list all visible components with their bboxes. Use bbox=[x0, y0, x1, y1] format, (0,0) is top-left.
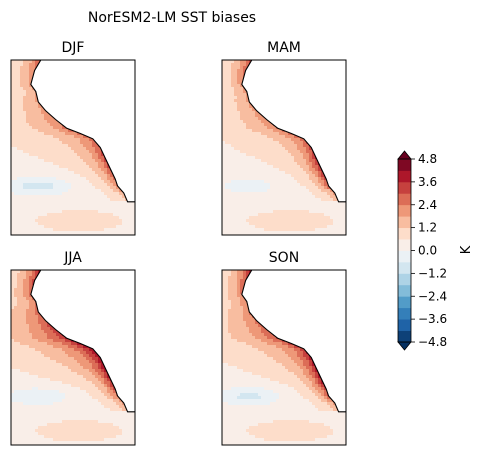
colorbar-level bbox=[398, 307, 411, 320]
colorbar-tick-label: 2.4 bbox=[418, 198, 437, 212]
colorbar-level bbox=[398, 239, 411, 251]
colorbar-tick-label: 4.8 bbox=[418, 152, 437, 166]
colorbar-tick-label: −3.6 bbox=[418, 312, 447, 326]
colorbar-tick-label: 1.2 bbox=[418, 221, 437, 235]
colorbar-level bbox=[398, 216, 411, 229]
bias-field bbox=[222, 60, 346, 235]
colorbar-level bbox=[398, 159, 411, 171]
colorbar: −4.8 −3.6 −2.4 −1.2 0.0 1.2 2.4 3.6 4.8 K bbox=[397, 150, 474, 351]
land-mask bbox=[30, 60, 135, 202]
colorbar-level bbox=[398, 330, 411, 343]
colorbar-label: K bbox=[459, 245, 474, 254]
figure-title: NorESM2-LM SST biases bbox=[88, 10, 256, 26]
colorbar-level bbox=[398, 284, 411, 297]
colorbar-level bbox=[398, 204, 411, 217]
colorbar-level bbox=[398, 250, 411, 263]
bias-field bbox=[11, 270, 135, 445]
panel-frame bbox=[10, 269, 136, 446]
panel-title: DJF bbox=[62, 40, 85, 56]
colorbar-tick-label: 0.0 bbox=[418, 244, 437, 258]
colorbar-level bbox=[398, 193, 411, 206]
panel-mam: MAM bbox=[221, 40, 347, 236]
coastline bbox=[241, 270, 346, 413]
panel-frame bbox=[221, 269, 347, 446]
panel-title: SON bbox=[269, 250, 299, 266]
colorbar-tick-label: 3.6 bbox=[418, 175, 437, 189]
colorbar-level bbox=[398, 296, 411, 309]
panel-title: JJA bbox=[63, 250, 82, 266]
colorbar-tick-label: −2.4 bbox=[418, 289, 447, 303]
panel-jja: JJA bbox=[10, 250, 136, 446]
colorbar-level bbox=[398, 181, 411, 194]
colorbar-extend-max bbox=[397, 150, 412, 160]
land-mask bbox=[30, 270, 135, 412]
panel-son: SON bbox=[221, 250, 347, 446]
coastline bbox=[30, 270, 135, 413]
colorbar-level bbox=[398, 261, 411, 274]
colorbar-extend-min bbox=[397, 341, 412, 351]
colorbar-level bbox=[398, 170, 411, 183]
colorbar-level bbox=[398, 319, 411, 331]
panel-djf: DJF bbox=[10, 40, 136, 236]
land-mask bbox=[241, 60, 346, 202]
panel-frame bbox=[10, 59, 136, 236]
colorbar-level bbox=[398, 273, 411, 286]
colorbar-level bbox=[398, 227, 411, 240]
coastline bbox=[241, 60, 346, 203]
colorbar-tick-label: −1.2 bbox=[418, 266, 447, 280]
panel-frame bbox=[221, 59, 347, 236]
bias-field bbox=[222, 270, 346, 445]
coastline bbox=[30, 60, 135, 203]
panel-title: MAM bbox=[267, 40, 301, 56]
land-mask bbox=[241, 270, 346, 412]
colorbar-tick-label: −4.8 bbox=[418, 335, 447, 349]
bias-field bbox=[11, 60, 135, 235]
